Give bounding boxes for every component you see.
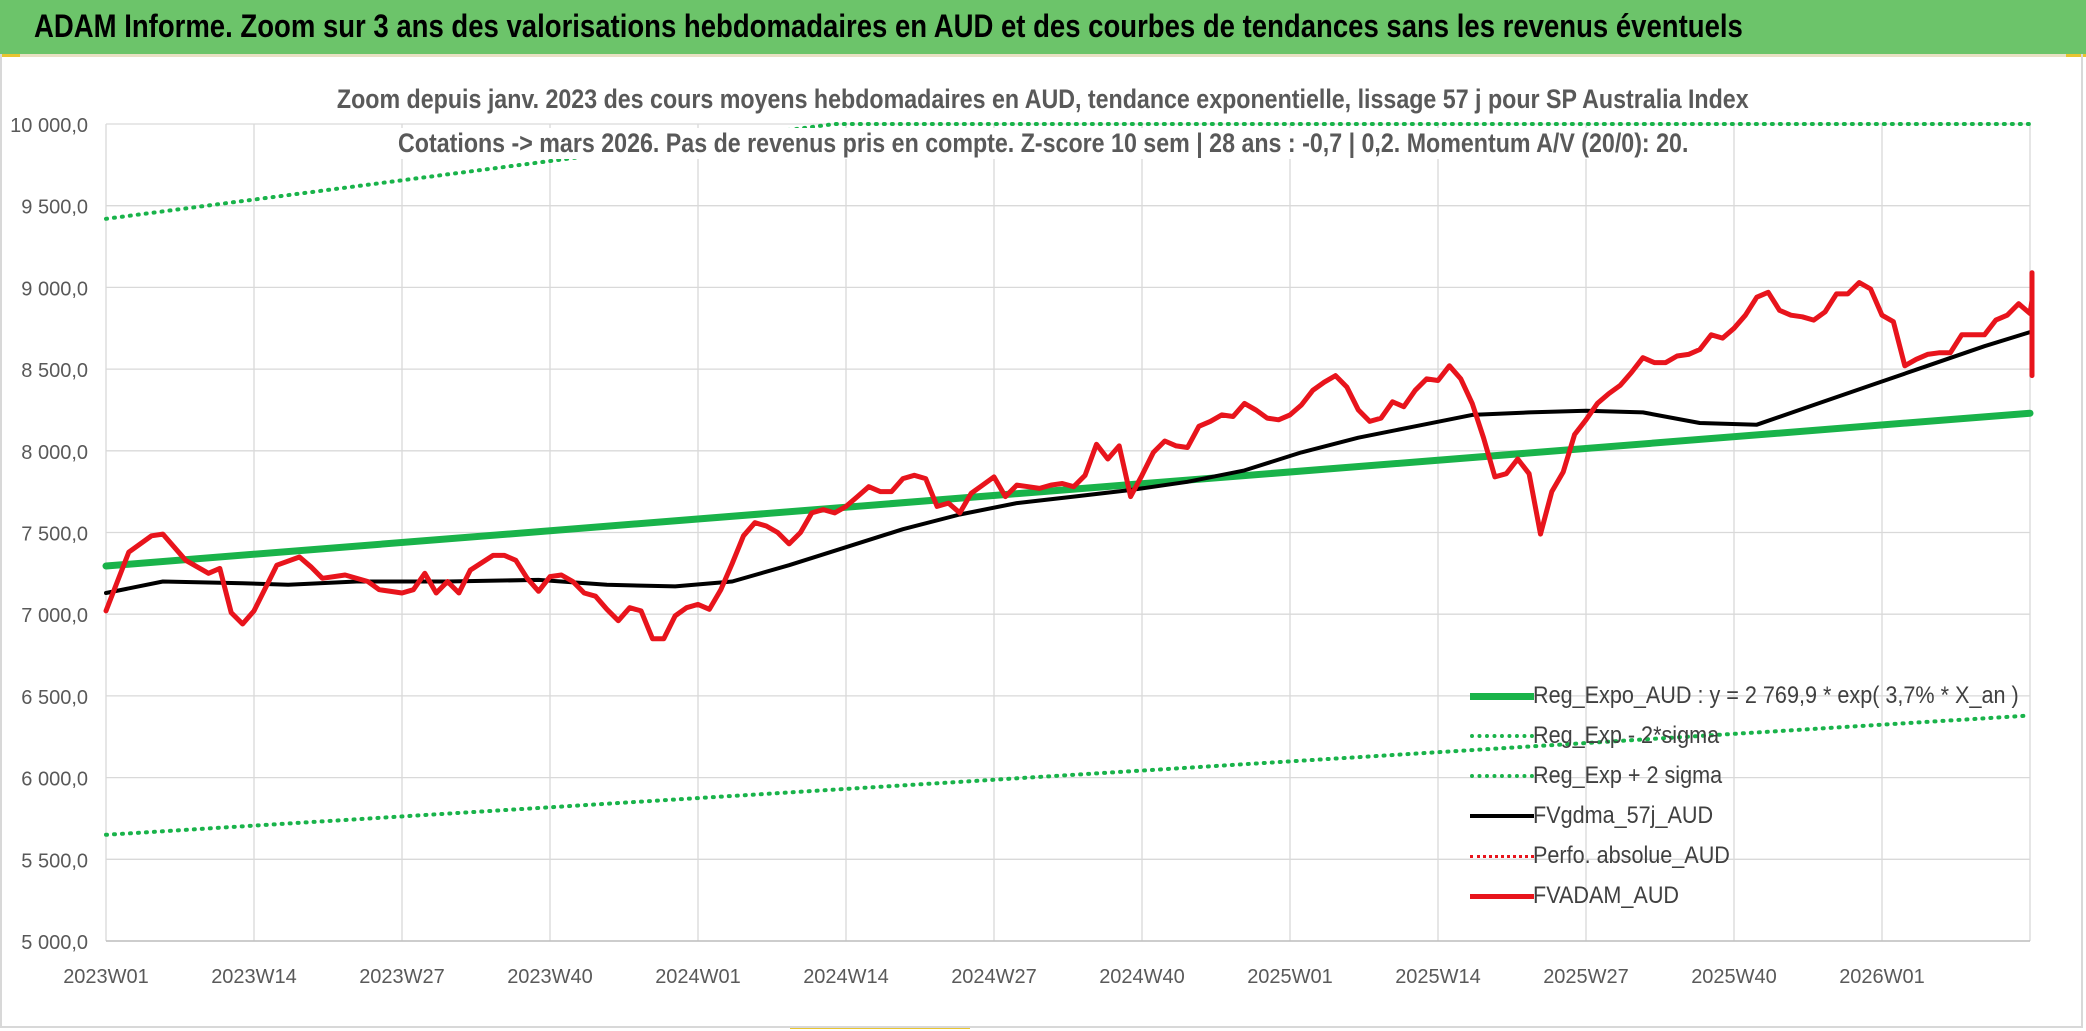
- legend-item-moving-average: FVgdma_57j_AUD: [1465, 796, 2045, 836]
- chart-title-line-2-text: Cotations -> mars 2026. Pas de revenus p…: [390, 128, 1696, 159]
- legend-label-regression: Reg_Expo_AUD : y = 2 769,9 * exp( 3,7% *…: [1533, 682, 2019, 709]
- legend-item-regression: Reg_Expo_AUD : y = 2 769,9 * exp( 3,7% *…: [1465, 676, 2045, 716]
- x-tick-label: 2024W40: [1099, 966, 1185, 988]
- corner-accent-top-left: [0, 54, 20, 57]
- y-tick-label: 9 000,0: [21, 278, 88, 300]
- series-line-2: [104, 122, 2032, 221]
- y-tick-label: 10 000,0: [10, 115, 88, 137]
- x-tick-label: 2025W14: [1395, 966, 1481, 988]
- x-tick-label: 2025W40: [1691, 966, 1777, 988]
- legend-label-band-low: Reg_Exp - 2*sigma: [1533, 722, 1720, 749]
- legend-swatch-perfo: [1470, 855, 1534, 858]
- legend-swatch-band-high: [1470, 774, 1534, 778]
- legend-label-moving-average: FVgdma_57j_AUD: [1533, 802, 1714, 829]
- x-tick-label: 2026W01: [1839, 966, 1925, 988]
- x-tick-label: 2024W27: [951, 966, 1037, 988]
- chart-frame: [0, 54, 2083, 1028]
- y-tick-label: 6 500,0: [21, 687, 88, 709]
- y-tick-label: 5 000,0: [21, 932, 88, 954]
- y-tick-label: 5 500,0: [21, 850, 88, 872]
- series-line-3: [104, 321, 2034, 595]
- legend-swatch-moving-average: [1470, 814, 1534, 818]
- y-tick-label: 7 000,0: [21, 605, 88, 627]
- legend-label-price: FVADAM_AUD: [1533, 882, 1680, 909]
- title-banner: ADAM Informe. Zoom sur 3 ans des valoris…: [0, 0, 2086, 57]
- legend-swatch-price: [1470, 894, 1534, 899]
- y-tick-label: 8 000,0: [21, 442, 88, 464]
- x-tick-label: 2024W01: [655, 966, 741, 988]
- legend-item-price: FVADAM_AUD: [1465, 876, 2045, 916]
- x-tick-label: 2024W14: [803, 966, 889, 988]
- legend-label-perfo: Perfo. absolue_AUD: [1533, 842, 1730, 869]
- corner-accent-top-right: [2066, 54, 2086, 57]
- series-lines: [102, 122, 2035, 837]
- y-tick-label: 8 500,0: [21, 360, 88, 382]
- series-line-5: [103, 270, 2035, 642]
- x-tick-label: 2023W40: [507, 966, 593, 988]
- series-line-0: [102, 409, 2034, 570]
- x-axis-ticks: 2023W01 2023W14 2023W27 2023W40 2024W01 2024W…: [63, 966, 1925, 988]
- chart-title-line-1-text: Zoom depuis janv. 2023 des cours moyens …: [330, 84, 1756, 115]
- legend-swatch-regression: [1470, 693, 1534, 700]
- chart-title-line-2: Cotations -> mars 2026. Pas de revenus p…: [0, 128, 2086, 159]
- banner-title: ADAM Informe. Zoom sur 3 ans des valoris…: [34, 8, 1743, 44]
- x-tick-label: 2023W14: [211, 966, 297, 988]
- x-tick-label: 2025W01: [1247, 966, 1333, 988]
- y-axis-ticks: 5 000,0 5 500,0 6 000,0 6 500,0 7 000,0 7 500…: [10, 115, 88, 954]
- legend-item-band-high: Reg_Exp + 2 sigma: [1465, 756, 2045, 796]
- x-tick-label: 2023W27: [359, 966, 445, 988]
- series-line-1: [104, 713, 2032, 837]
- x-tick-label: 2023W01: [63, 966, 149, 988]
- x-tick-label: 2025W27: [1543, 966, 1629, 988]
- chart-legend: Reg_Expo_AUD : y = 2 769,9 * exp( 3,7% *…: [1465, 676, 2045, 916]
- legend-item-band-low: Reg_Exp - 2*sigma: [1465, 716, 2045, 756]
- legend-item-perfo: Perfo. absolue_AUD: [1465, 836, 2045, 876]
- y-tick-label: 6 000,0: [21, 769, 88, 791]
- chart-title-line-1: Zoom depuis janv. 2023 des cours moyens …: [0, 84, 2086, 115]
- y-tick-label: 7 500,0: [21, 524, 88, 546]
- legend-swatch-band-low: [1470, 734, 1534, 738]
- legend-label-band-high: Reg_Exp + 2 sigma: [1533, 762, 1723, 789]
- y-tick-label: 9 500,0: [21, 197, 88, 219]
